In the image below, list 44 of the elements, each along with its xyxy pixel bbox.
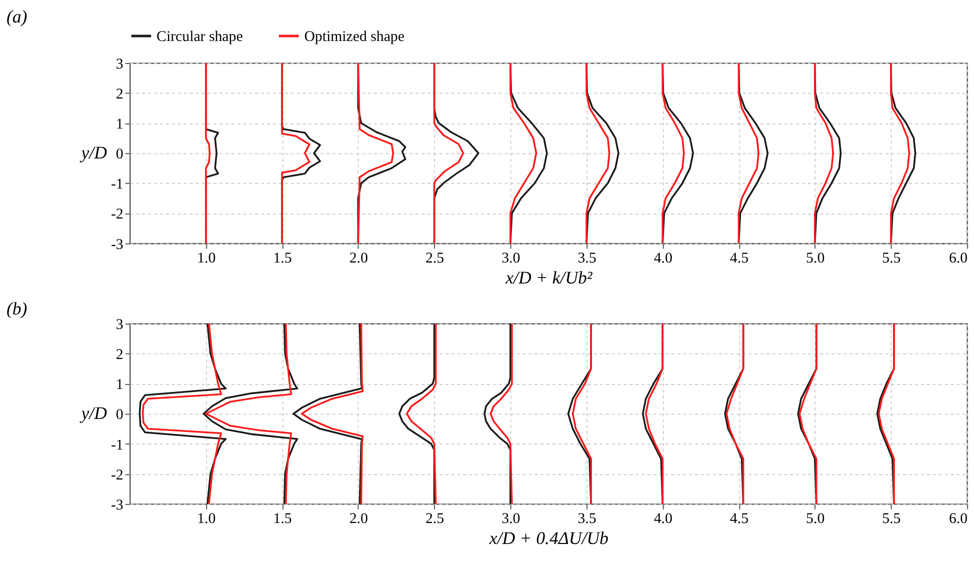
y-axis-title: y/D bbox=[79, 403, 108, 424]
y-tick-label: -2 bbox=[110, 206, 124, 223]
x-tick-label: 4.5 bbox=[730, 250, 749, 267]
y-tick-label: 2 bbox=[116, 347, 124, 364]
y-tick-label: -3 bbox=[110, 236, 124, 253]
x-tick-label: 5.0 bbox=[806, 511, 825, 528]
x-axis-title: x/D + 0.4ΔU/Ub bbox=[488, 528, 609, 548]
y-tick-label: 1 bbox=[116, 116, 124, 133]
y-tick-label: 3 bbox=[116, 56, 124, 72]
x-tick-label: 2.0 bbox=[349, 511, 368, 528]
x-tick-label: 3.0 bbox=[502, 511, 520, 528]
y-tick-label: -3 bbox=[110, 497, 124, 514]
x-tick-label: 1.5 bbox=[273, 250, 292, 267]
x-axis-title: x/D + k/Ub² bbox=[504, 267, 593, 288]
y-tick-label: -2 bbox=[110, 467, 124, 484]
x-tick-label: 1.5 bbox=[273, 511, 292, 528]
y-tick-label: -1 bbox=[110, 176, 124, 193]
chart-title: (a) bbox=[6, 6, 28, 26]
x-tick-label: 2.5 bbox=[425, 511, 444, 528]
y-tick-label: 0 bbox=[116, 407, 124, 424]
y-axis-title: y/D bbox=[79, 142, 108, 163]
x-tick-label: 4.0 bbox=[654, 250, 672, 267]
y-tick-label: 1 bbox=[116, 377, 124, 394]
y-tick-label: 3 bbox=[116, 317, 124, 334]
x-tick-label: 4.0 bbox=[654, 511, 672, 528]
legend-label: Optimized shape bbox=[304, 28, 405, 45]
x-tick-label: 3.5 bbox=[578, 250, 596, 267]
y-tick-label: 0 bbox=[116, 146, 124, 163]
x-tick-label: 5.5 bbox=[882, 250, 901, 267]
x-tick-label: 3.5 bbox=[578, 511, 596, 528]
x-tick-label: 4.5 bbox=[730, 511, 749, 528]
y-tick-label: -1 bbox=[110, 437, 124, 454]
x-tick-label: 2.5 bbox=[425, 250, 444, 267]
x-tick-label: 5.0 bbox=[806, 250, 825, 267]
x-tick-label: 3.0 bbox=[502, 250, 520, 267]
x-tick-label: 1.0 bbox=[197, 511, 216, 528]
x-tick-label: 2.0 bbox=[349, 250, 368, 267]
x-tick-label: 6.0 bbox=[948, 511, 968, 528]
legend-label: Circular shape bbox=[156, 28, 244, 45]
y-tick-label: 2 bbox=[116, 86, 124, 102]
x-tick-label: 1.0 bbox=[197, 250, 216, 267]
chart-title: (b) bbox=[6, 298, 28, 319]
x-tick-label: 5.5 bbox=[882, 511, 901, 528]
x-tick-label: 6.0 bbox=[948, 250, 968, 267]
